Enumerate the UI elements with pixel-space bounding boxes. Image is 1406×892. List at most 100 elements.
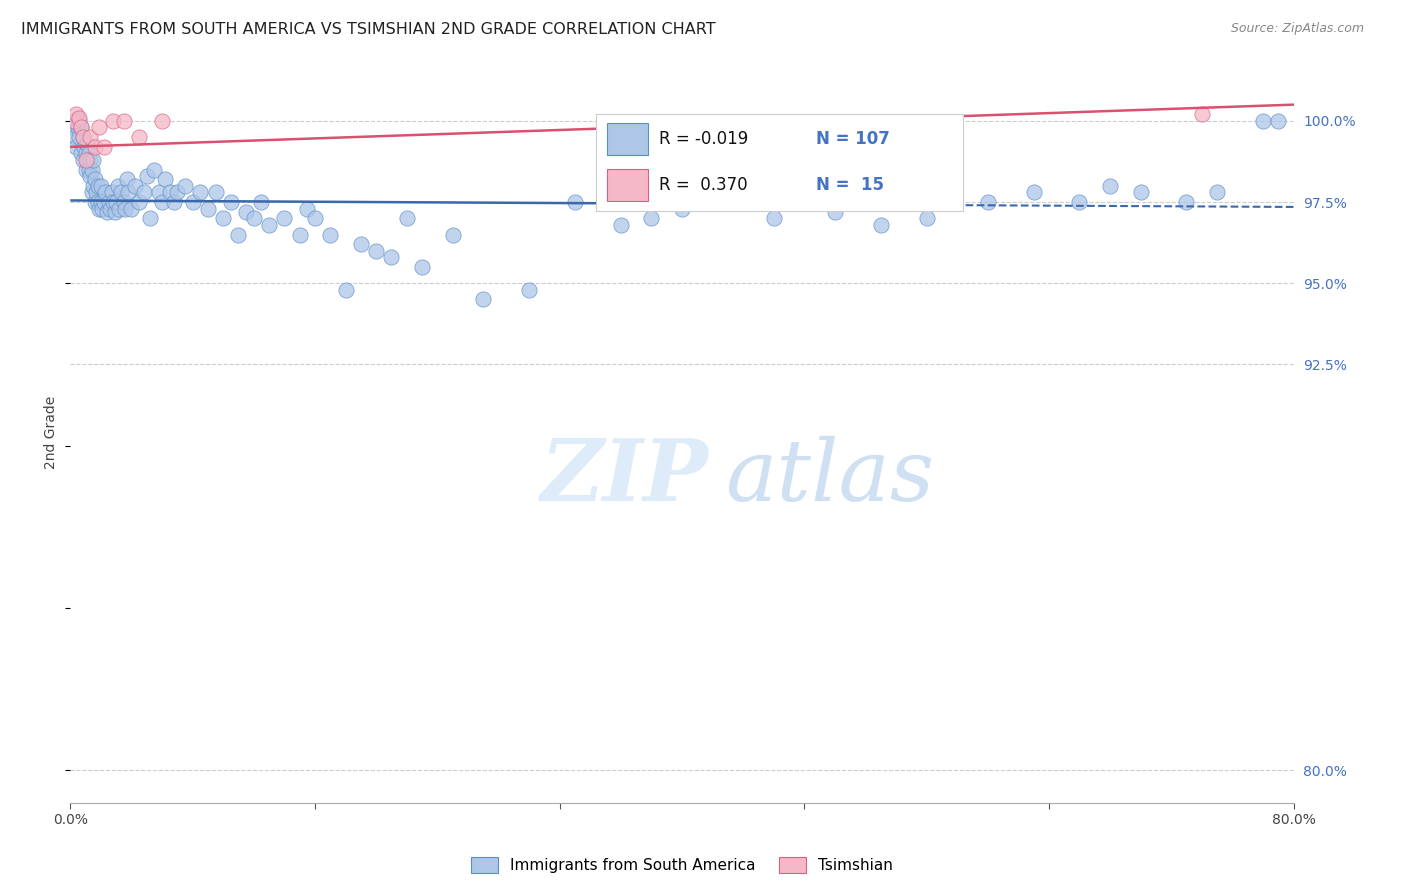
Point xyxy=(181,195,204,210)
Point xyxy=(70,120,93,135)
Point xyxy=(70,120,93,135)
Point xyxy=(65,107,87,121)
Point xyxy=(62,120,84,135)
Point xyxy=(73,140,96,154)
Point xyxy=(1129,186,1152,200)
Point xyxy=(135,169,157,183)
Point xyxy=(80,162,103,177)
Point xyxy=(67,111,90,125)
Point xyxy=(80,186,103,200)
Point xyxy=(105,195,128,210)
Point xyxy=(824,204,846,219)
Point xyxy=(188,186,211,200)
Point xyxy=(121,202,143,216)
Point xyxy=(90,178,112,193)
Point xyxy=(1022,186,1045,200)
Point xyxy=(297,202,319,216)
Point xyxy=(89,120,111,135)
Point xyxy=(75,162,97,177)
Point xyxy=(117,186,139,200)
Text: Source: ZipAtlas.com: Source: ZipAtlas.com xyxy=(1230,22,1364,36)
Point xyxy=(1099,178,1122,193)
Point xyxy=(72,130,94,145)
Point xyxy=(610,218,633,232)
Point xyxy=(257,218,280,232)
Point xyxy=(441,227,464,242)
Point xyxy=(124,178,146,193)
Point xyxy=(197,202,219,216)
Point xyxy=(70,146,93,161)
Point xyxy=(101,114,124,128)
Point xyxy=(76,136,98,151)
Point xyxy=(174,178,197,193)
Point xyxy=(79,130,101,145)
Point xyxy=(869,218,891,232)
Point xyxy=(66,120,89,135)
Point xyxy=(411,260,433,274)
Point xyxy=(97,195,120,210)
Point xyxy=(472,293,495,307)
Point xyxy=(564,195,586,210)
Point xyxy=(79,169,101,183)
Point xyxy=(77,162,100,177)
Point xyxy=(1251,114,1274,128)
Point xyxy=(76,153,98,167)
Point xyxy=(204,186,226,200)
Point xyxy=(304,211,326,226)
Point xyxy=(128,195,150,210)
Point xyxy=(150,114,173,128)
Point xyxy=(1267,114,1289,128)
Point xyxy=(671,202,693,216)
Point xyxy=(143,162,166,177)
Point xyxy=(110,186,132,200)
Point xyxy=(150,195,173,210)
Point xyxy=(166,186,188,200)
Point xyxy=(153,172,176,186)
Point xyxy=(640,211,662,226)
Point xyxy=(1191,107,1213,121)
Point xyxy=(72,130,94,145)
Point xyxy=(75,146,97,161)
Point xyxy=(366,244,388,258)
Point xyxy=(83,195,105,210)
Point xyxy=(69,114,91,128)
Point xyxy=(762,211,785,226)
Point xyxy=(63,130,86,145)
Point xyxy=(65,140,87,154)
Point xyxy=(112,114,135,128)
Point xyxy=(976,195,998,210)
Point xyxy=(243,211,266,226)
Point xyxy=(108,202,131,216)
Point xyxy=(163,195,186,210)
Point xyxy=(96,204,118,219)
Legend: Immigrants from South America, Tsimshian: Immigrants from South America, Tsimshian xyxy=(464,851,900,880)
Point xyxy=(83,172,105,186)
Point xyxy=(159,186,181,200)
Point xyxy=(335,283,357,297)
Point xyxy=(128,130,150,145)
Point xyxy=(75,153,97,167)
Point xyxy=(69,130,91,145)
Point xyxy=(915,211,938,226)
Point xyxy=(148,186,170,200)
Text: atlas: atlas xyxy=(724,435,934,518)
Point xyxy=(1069,195,1091,210)
Point xyxy=(1175,195,1198,210)
Point xyxy=(517,283,540,297)
Point xyxy=(91,202,114,216)
Point xyxy=(380,250,402,264)
Point xyxy=(228,227,250,242)
Point xyxy=(87,178,110,193)
Y-axis label: 2nd Grade: 2nd Grade xyxy=(45,396,59,469)
Point xyxy=(139,211,162,226)
Point xyxy=(350,237,373,252)
Point xyxy=(395,211,418,226)
Point xyxy=(66,111,89,125)
Point xyxy=(235,204,257,219)
Point xyxy=(94,186,117,200)
Point xyxy=(114,202,136,216)
Point xyxy=(132,186,155,200)
Point xyxy=(84,186,107,200)
Point xyxy=(1206,186,1229,200)
Point xyxy=(79,153,101,167)
